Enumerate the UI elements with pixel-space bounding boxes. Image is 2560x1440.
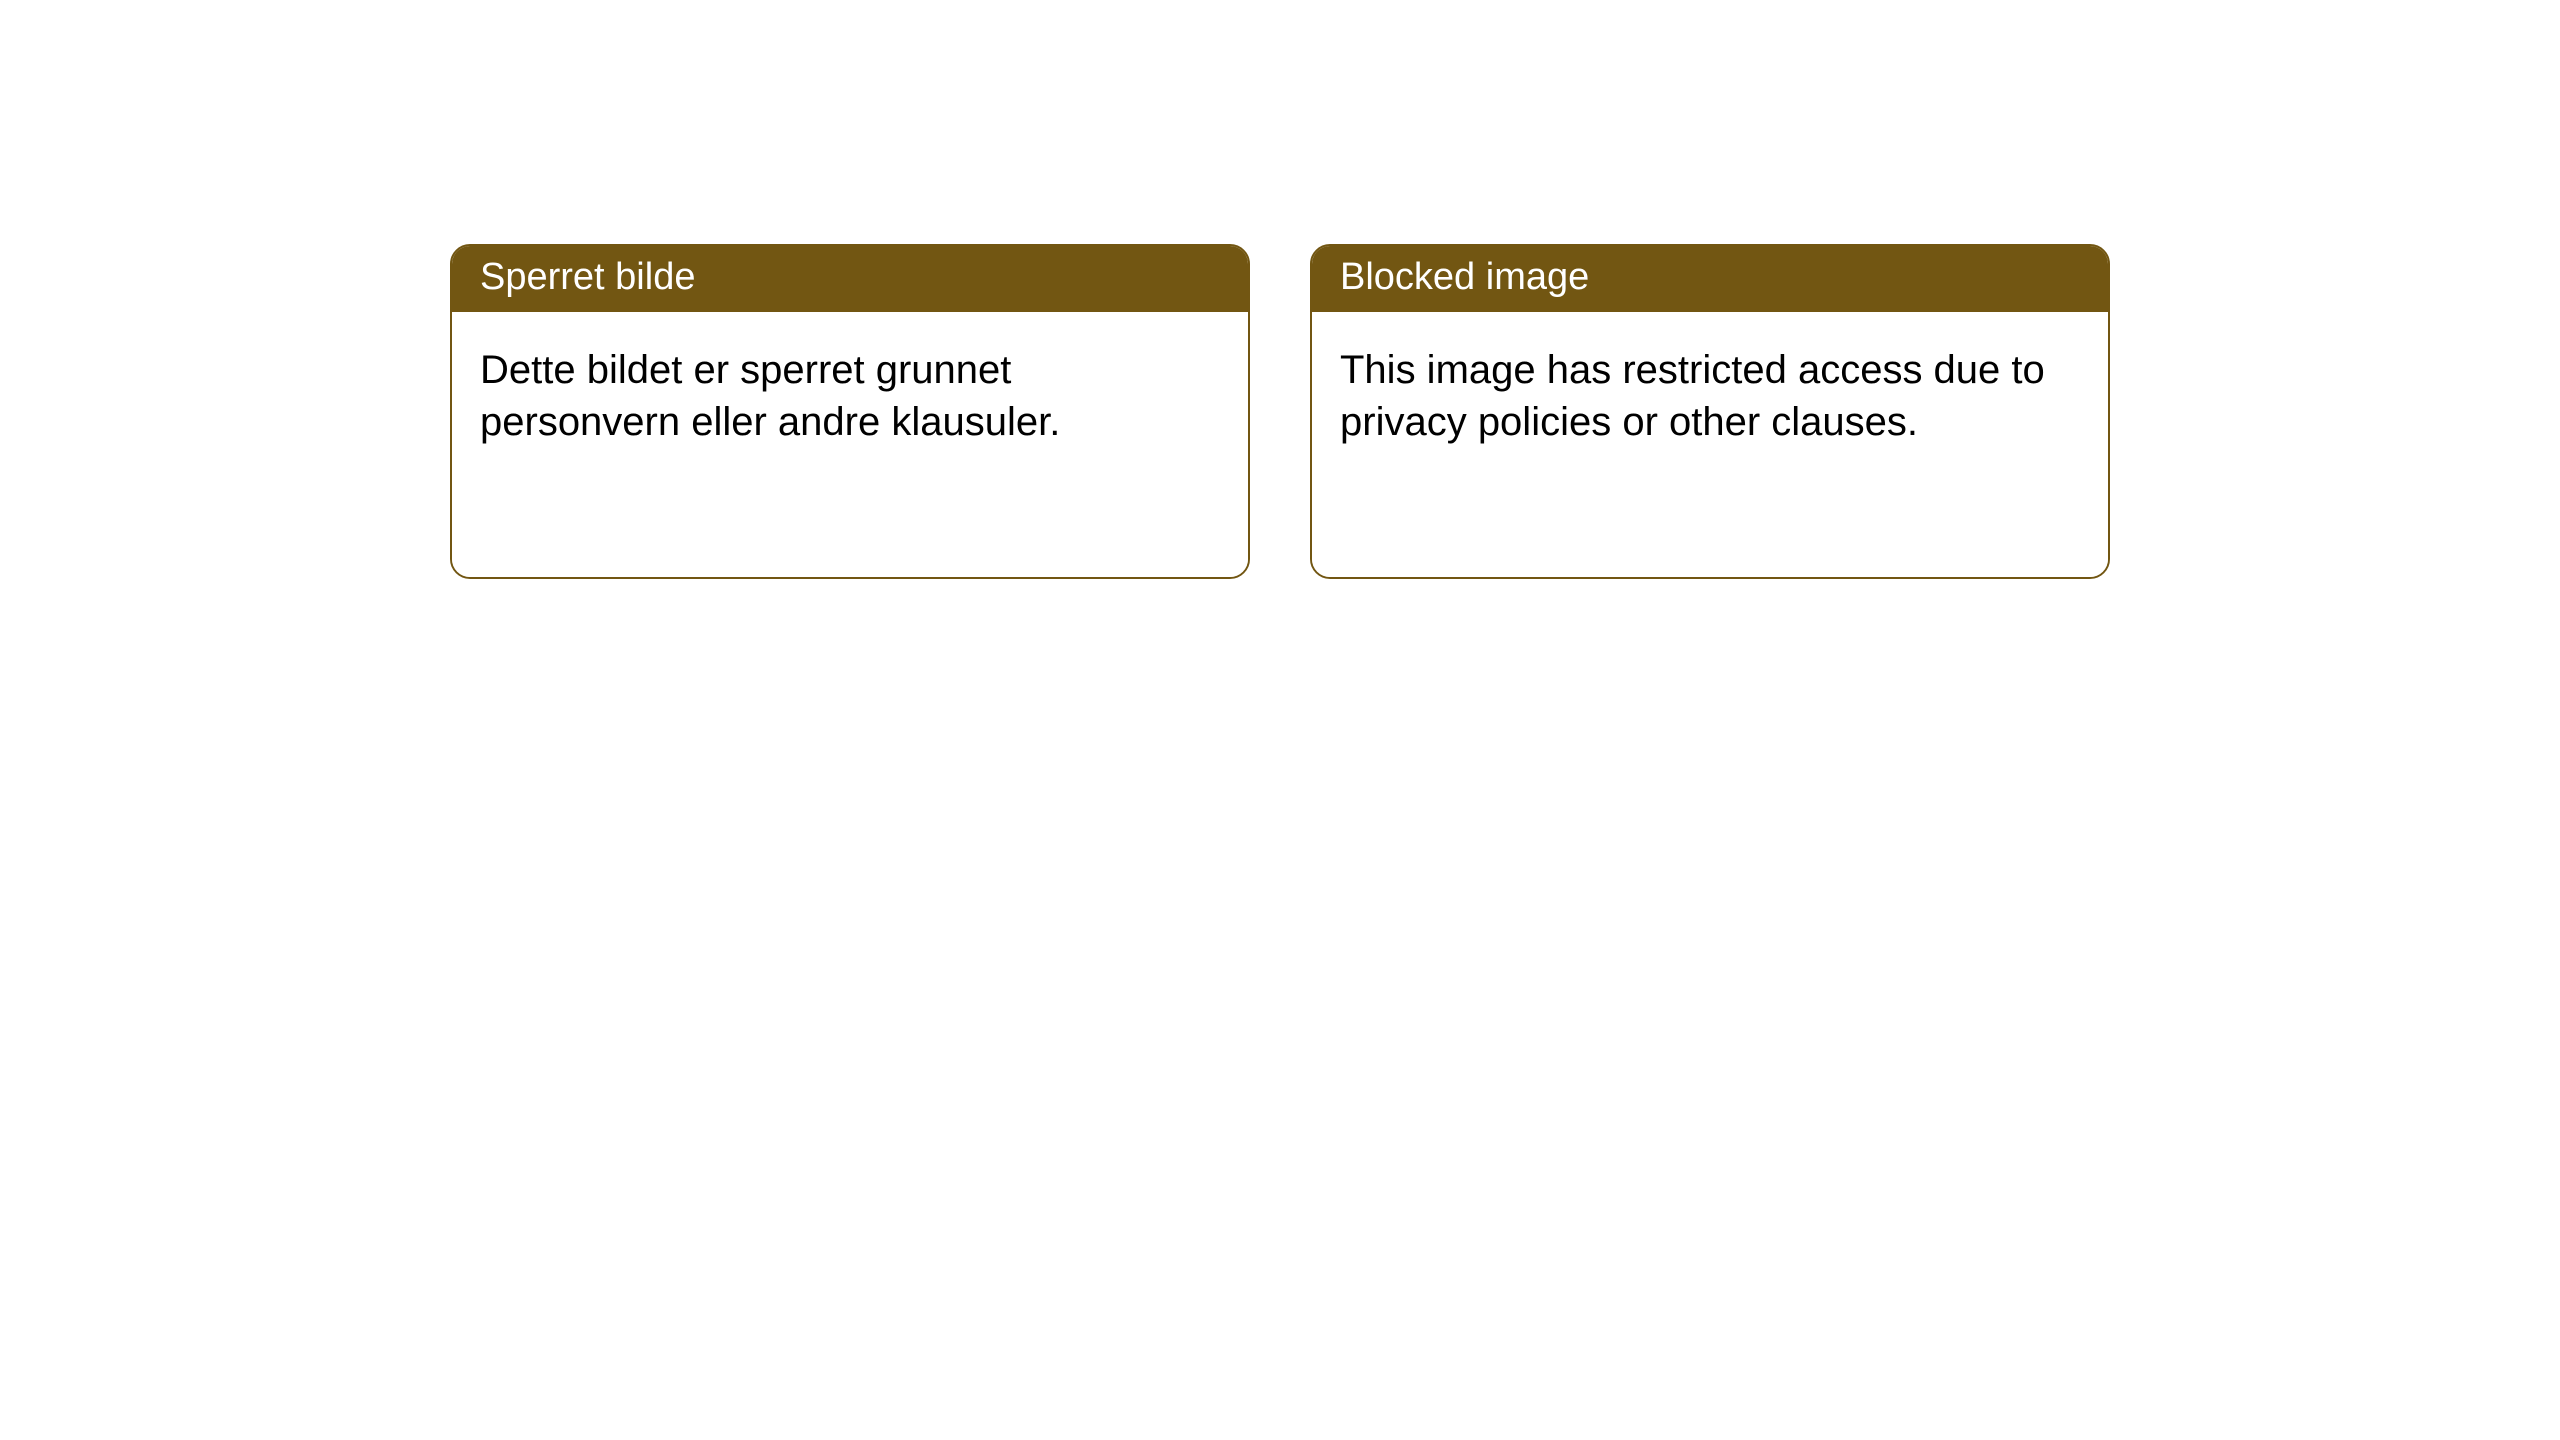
notice-card-english: Blocked image This image has restricted … bbox=[1310, 244, 2110, 579]
notice-card-norwegian: Sperret bilde Dette bildet er sperret gr… bbox=[450, 244, 1250, 579]
notice-body-english: This image has restricted access due to … bbox=[1312, 312, 2108, 578]
notice-container: Sperret bilde Dette bildet er sperret gr… bbox=[450, 244, 2110, 579]
notice-header-english: Blocked image bbox=[1312, 246, 2108, 312]
notice-body-norwegian: Dette bildet er sperret grunnet personve… bbox=[452, 312, 1248, 578]
notice-header-norwegian: Sperret bilde bbox=[452, 246, 1248, 312]
